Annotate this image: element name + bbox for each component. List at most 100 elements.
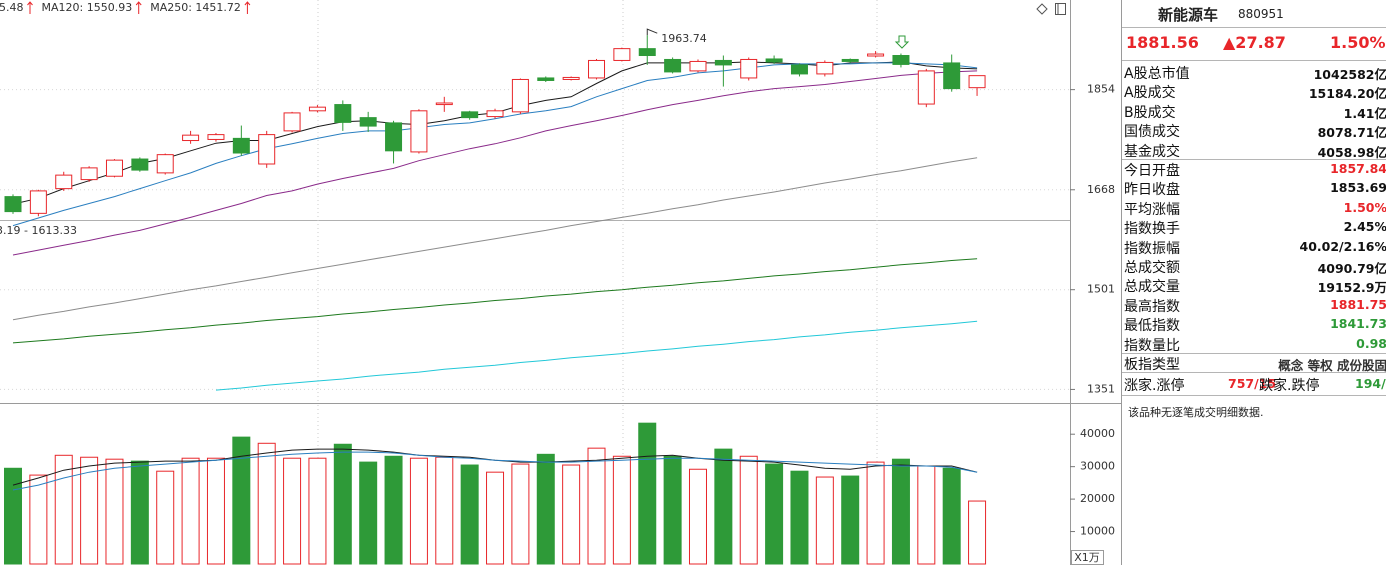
volume-bar — [942, 467, 961, 565]
candle-body — [80, 167, 98, 181]
candle-body — [613, 48, 631, 61]
volume-bar — [917, 465, 936, 565]
row-value: 0.98 — [1356, 335, 1386, 351]
index-code: 880951 — [1238, 7, 1284, 21]
quote-row: 国债成交 8078.71亿 — [1122, 121, 1386, 140]
legend-arrow — [27, 1, 33, 14]
last-price: 1881.56 — [1126, 33, 1199, 52]
high-annotation: 1963.74 — [661, 32, 707, 45]
toolbar-icon[interactable] — [1036, 3, 1048, 15]
volume-bar — [714, 448, 733, 565]
separator — [1122, 60, 1386, 61]
y-tick-label: 10000 — [1080, 525, 1115, 538]
volume-unit: X1万 — [1074, 551, 1100, 564]
quote-row: B股成交 1.41亿 — [1122, 102, 1386, 121]
volume-bar — [359, 461, 378, 565]
low-annotation: 3.19 - 1613.33 — [0, 224, 77, 237]
separator — [1122, 395, 1386, 396]
quote-panel: 新能源车 880951 1881.56 ▲27.87 1.50% A股总市值 10… — [1121, 0, 1386, 565]
legend-label: MA250: 1451.72 — [150, 1, 241, 14]
volume-bar — [511, 463, 530, 565]
volume-bar — [891, 458, 910, 565]
ma-line — [12, 258, 978, 344]
quote-row: 最低指数 1841.73 — [1122, 315, 1386, 334]
row-label: 指数量比 — [1124, 337, 1180, 354]
row-label: 平均涨幅 — [1124, 201, 1180, 218]
volume-bar — [739, 455, 758, 565]
row-label: 总成交量 — [1124, 279, 1180, 296]
candle-body — [131, 158, 149, 171]
row-label: 总成交额 — [1124, 260, 1180, 276]
volume-bar — [841, 475, 860, 565]
candle-body — [55, 174, 73, 190]
candle-body — [334, 104, 352, 123]
down-value: 194/0 — [1355, 376, 1386, 391]
footer-note: 该品种无逐笔成交明细数据. — [1128, 406, 1264, 419]
row-value: 1853.69 — [1330, 180, 1386, 196]
candle-body — [258, 134, 276, 165]
row-value: 4090.79亿 — [1317, 261, 1386, 276]
volume-bar — [130, 460, 149, 565]
candle-body — [588, 59, 606, 79]
y-tick-label: 20000 — [1080, 492, 1115, 505]
volume-bar — [181, 457, 200, 565]
candle-body — [714, 59, 732, 66]
volume-bar — [460, 464, 479, 565]
volume-bar — [688, 468, 707, 565]
row-label: A股总市值 — [1124, 66, 1190, 82]
volume-bar — [333, 443, 352, 565]
quote-row: 总成交额 4090.79亿 — [1122, 257, 1386, 276]
candle-body — [638, 48, 656, 57]
candle-body — [156, 154, 174, 174]
quote-row: 板指类型 概念 等权 成份股固 — [1122, 354, 1386, 373]
ma-line — [12, 157, 978, 321]
volume-bar — [765, 463, 784, 565]
high-pointer — [646, 28, 658, 36]
y-tick-label: 1501 — [1087, 283, 1115, 296]
volume-bar — [80, 456, 99, 565]
candle-body — [359, 117, 377, 127]
row-label: 最高指数 — [1124, 298, 1180, 315]
legend-arrow — [244, 1, 251, 14]
toolbar-icon[interactable] — [1055, 3, 1066, 15]
row-label: A股成交 — [1124, 85, 1176, 102]
volume-bar — [790, 470, 809, 565]
overlay: 1351 1501 1668 1854 10000 20000 30000 40000 1963… — [0, 1, 1115, 538]
volume-bar — [815, 476, 834, 565]
marks — [4, 35, 987, 565]
chart: X1万 3.19 - 1613.33 1351 1501 1668 1854 10000… — [0, 0, 1121, 565]
y-tick-label: 1854 — [1087, 83, 1115, 96]
candle-body — [308, 106, 326, 112]
candle-body — [664, 58, 682, 73]
volume-bar — [257, 442, 276, 565]
quote-row: 基金成交 4058.98亿 — [1122, 141, 1386, 160]
volume-bar — [232, 436, 251, 565]
up-label: 涨家.涨停 — [1124, 378, 1185, 394]
row-value: 2.45% — [1343, 219, 1386, 235]
volume-bar — [866, 461, 885, 565]
volume-bar — [206, 457, 225, 565]
candle-body — [562, 76, 580, 80]
volume-bar — [587, 447, 606, 565]
row-value: 15184.20亿 — [1308, 86, 1386, 102]
row-value: 1841.73 — [1330, 316, 1386, 332]
quote-row: 今日开盘 1857.84 — [1122, 160, 1386, 179]
quote-row: A股总市值 1042582亿 — [1122, 63, 1386, 82]
row-value: 19152.9万 — [1317, 280, 1386, 296]
candle-body — [537, 77, 555, 81]
candle-body — [511, 78, 529, 113]
row-value: 1042582亿 — [1313, 67, 1386, 82]
candle-body — [943, 62, 961, 90]
y-tick-label: 1351 — [1087, 382, 1115, 395]
row-label: 国债成交 — [1124, 124, 1180, 141]
row-value: 40.02/2.16% — [1299, 238, 1386, 254]
volume-bar — [638, 422, 657, 565]
candle-body — [4, 196, 22, 213]
quote-row: 最高指数 1881.75 — [1122, 296, 1386, 315]
candle-body — [486, 110, 504, 118]
row-label: B股成交 — [1124, 104, 1176, 121]
candle-body — [867, 53, 885, 57]
row-label: 今日开盘 — [1124, 163, 1180, 179]
volume-bar — [968, 500, 987, 565]
legend-arrow — [135, 1, 142, 14]
